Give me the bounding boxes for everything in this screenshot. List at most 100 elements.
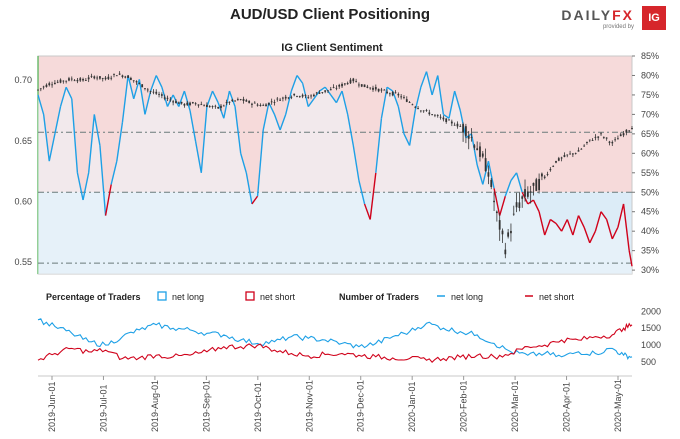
sentiment-segment (133, 79, 141, 100)
candle-body (169, 99, 172, 101)
sentiment-segment (87, 114, 96, 173)
sentiment-segment (549, 218, 557, 224)
right-tick-label: 70% (641, 109, 659, 119)
candle-body (591, 140, 594, 141)
candle-body (127, 75, 129, 78)
sentiment-segment (493, 188, 501, 216)
sentiment-segment (605, 219, 613, 240)
candle-body (600, 133, 602, 135)
candle-body (557, 158, 560, 161)
candle-body (312, 94, 315, 97)
candle-body (208, 106, 211, 108)
sentiment-segment (589, 230, 597, 244)
candle-body (298, 95, 301, 97)
candle-body (189, 102, 191, 106)
right-tick-label: 85% (641, 51, 659, 61)
sentiment-segment (453, 90, 461, 111)
sentiment-segment (76, 172, 84, 201)
candle-body (335, 87, 338, 89)
candle-body (186, 102, 189, 105)
candle-body (391, 91, 394, 96)
sentiment-segment (420, 71, 428, 88)
right-tick-label: 60% (641, 148, 659, 158)
candle-body (526, 191, 529, 197)
legend-box-marker (157, 291, 167, 301)
candle-body (87, 77, 90, 80)
sentiment-segment (341, 90, 349, 115)
candle-body (307, 97, 310, 99)
candle-body (265, 104, 267, 107)
sentiment-segment (194, 141, 202, 173)
candle-body (541, 173, 543, 177)
candle-body (262, 105, 265, 106)
candle-body (124, 76, 127, 78)
candle-body (82, 78, 84, 81)
candle-body (68, 78, 70, 81)
sentiment-segment (251, 195, 259, 205)
candle-body (369, 87, 372, 89)
candle-body (549, 169, 552, 171)
sentiment-segment (234, 106, 242, 154)
candle-body (56, 81, 59, 83)
sentiment-panel: 0.55 0.60 0.65 0.70 30% 35% 40% 45% 50% 55% 60% 65%… (14, 51, 659, 275)
sentiment-segment (99, 145, 107, 216)
sentiment-segment (37, 94, 45, 115)
candle-body (363, 84, 366, 88)
candle-body (149, 91, 152, 92)
candle-body (481, 153, 484, 157)
candle-body (203, 105, 205, 107)
x-tick-label: 2020-May-01 (613, 379, 623, 432)
candle-body (104, 77, 107, 80)
right-tick-label: 75% (641, 90, 659, 100)
x-tick-label: 2019-Aug-01 (150, 380, 160, 432)
sentiment-segment (138, 79, 146, 115)
candle-body (555, 160, 557, 163)
candle-body (501, 230, 504, 235)
candle-body (403, 97, 405, 98)
candle-body (428, 112, 431, 115)
candle-body (614, 139, 617, 141)
sentiment-segment (369, 172, 377, 220)
candle-body (338, 84, 341, 87)
sentiment-segment (611, 226, 619, 240)
candle-body (571, 153, 574, 155)
candle-body (39, 88, 42, 90)
x-axis: 2019-Jun-01 2019-Jul-01 2019-Aug-01 2019-Se… (47, 376, 623, 432)
sentiment-segment (431, 75, 439, 96)
legend-label: net long (172, 292, 204, 302)
candle-body (358, 84, 360, 86)
candle-body (183, 103, 186, 106)
candle-body (228, 101, 231, 103)
candle-body (315, 92, 318, 94)
candle-body (293, 93, 296, 96)
candle-body (374, 87, 377, 90)
candle-body (141, 84, 144, 88)
sentiment-segment (307, 98, 315, 108)
candle-body (436, 115, 439, 117)
candle-body (397, 94, 400, 96)
candle-body (467, 135, 470, 139)
legend-label: net short (539, 292, 575, 302)
candle-body (225, 102, 228, 104)
candle-body (538, 178, 540, 191)
candle-body (42, 86, 45, 88)
candle-body (414, 106, 417, 108)
traders-tick-label: 1500 (641, 323, 661, 333)
sentiment-chart-title: IG Client Sentiment (281, 42, 383, 54)
left-tick-label: 0.65 (14, 136, 32, 146)
sentiment-segment (59, 86, 67, 107)
candle-body (450, 121, 453, 124)
candle-body (113, 74, 115, 75)
candle-body (62, 80, 65, 82)
candle-body (529, 191, 532, 193)
candle-body (408, 102, 411, 103)
candle-body (222, 105, 225, 107)
sentiment-segment (82, 172, 90, 201)
right-tick-label: 55% (641, 168, 659, 178)
sentiment-segment (572, 215, 580, 236)
sentiment-segment (155, 75, 163, 88)
sentiment-segment (189, 110, 197, 142)
candle-body (543, 176, 546, 178)
left-tick-label: 0.70 (14, 75, 32, 85)
candle-body (287, 97, 290, 99)
